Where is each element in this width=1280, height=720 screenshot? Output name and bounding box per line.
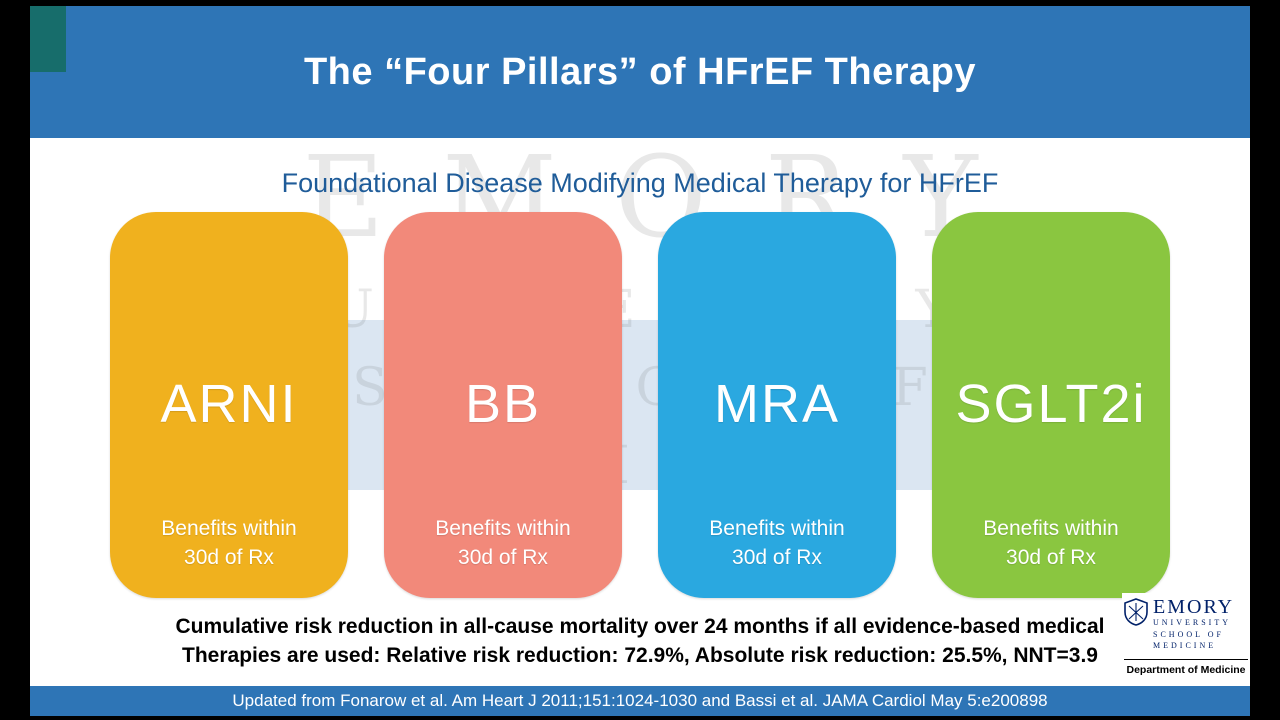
pillar-note-line1: Benefits within [435, 517, 571, 541]
header-banner: The “Four Pillars” of HFrEF Therapy [30, 6, 1250, 138]
summary-line1: Cumulative risk reduction in all-cause m… [175, 615, 1105, 638]
pillar-note-line1: Benefits within [161, 517, 297, 541]
department-label: Department of Medicine [1126, 664, 1246, 676]
emory-logo: EMORY UNIVERSITY SCHOOL OF MEDICINE Depa… [1122, 593, 1250, 678]
emory-logo-line: UNIVERSITY [1153, 618, 1231, 628]
pillar-note-line1: Benefits within [709, 517, 845, 541]
pillar-note-line1: Benefits within [983, 517, 1119, 541]
pillar-sglt2i: SGLT2i Benefits within 30d of Rx [932, 212, 1170, 598]
emory-shield-icon [1124, 598, 1148, 627]
pillar-note-line2: 30d of Rx [732, 545, 822, 569]
summary-statement: Cumulative risk reduction in all-cause m… [70, 612, 1210, 671]
pillars-row: ARNI Benefits within 30d of Rx BB Benefi… [110, 212, 1170, 598]
emory-wordmark: EMORY [1153, 596, 1235, 619]
pillar-title: BB [464, 373, 542, 434]
emory-logo-line: SCHOOL OF [1153, 629, 1224, 639]
slide-subtitle: Foundational Disease Modifying Medical T… [281, 168, 999, 198]
slide-title: The “Four Pillars” of HFrEF Therapy [303, 50, 977, 93]
pillar-title: ARNI [160, 373, 298, 434]
pillar-bb: BB Benefits within 30d of Rx [384, 212, 622, 598]
pillar-note-line2: 30d of Rx [1006, 545, 1096, 569]
summary-line2: Therapies are used: Relative risk reduct… [182, 644, 1098, 668]
pillar-note: Benefits within 30d of Rx [110, 515, 348, 572]
pillar-note-line2: 30d of Rx [458, 545, 548, 569]
pillar-title: SGLT2i [955, 373, 1147, 434]
citation-bar: Updated from Fonarow et al. Am Heart J 2… [30, 686, 1250, 716]
emory-logo-top: EMORY UNIVERSITY SCHOOL OF MEDICINE [1124, 597, 1248, 652]
pillar-note: Benefits within 30d of Rx [932, 515, 1170, 572]
pillar-note: Benefits within 30d of Rx [384, 515, 622, 572]
pillar-title: MRA [714, 373, 840, 434]
emory-logo-text: EMORY UNIVERSITY SCHOOL OF MEDICINE [1153, 597, 1234, 652]
pillar-arni: ARNI Benefits within 30d of Rx [110, 212, 348, 598]
slide: The “Four Pillars” of HFrEF Therapy Foun… [30, 6, 1250, 716]
header-accent-block [30, 6, 66, 72]
logo-divider [1124, 659, 1248, 660]
citation-text: Updated from Fonarow et al. Am Heart J 2… [232, 691, 1048, 710]
emory-logo-line: MEDICINE [1153, 641, 1217, 651]
pillar-note-line2: 30d of Rx [184, 545, 274, 569]
pillar-mra: MRA Benefits within 30d of Rx [658, 212, 896, 598]
pillar-note: Benefits within 30d of Rx [658, 515, 896, 572]
